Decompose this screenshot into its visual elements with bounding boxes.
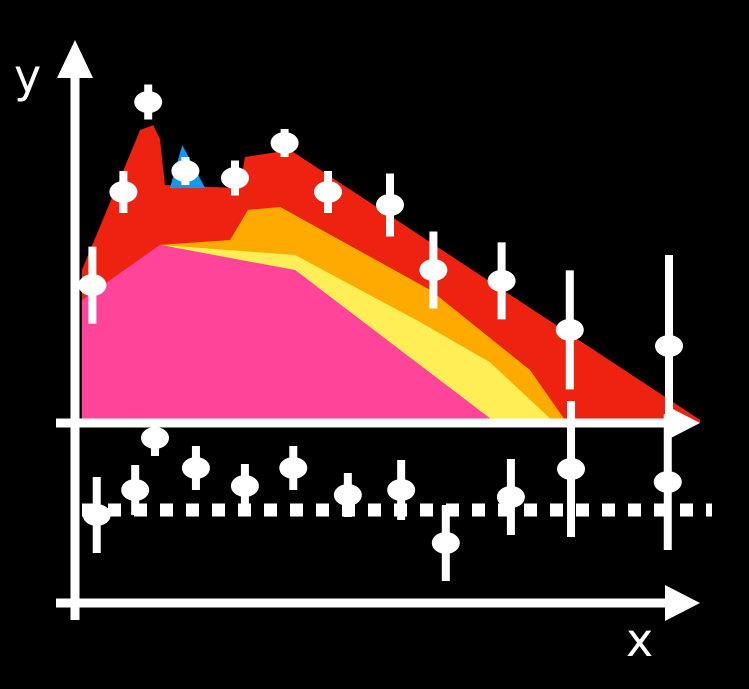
- marker: [121, 479, 150, 501]
- marker: [141, 427, 170, 449]
- area-layer-3: [81, 244, 490, 423]
- data-point: [376, 173, 404, 237]
- marker: [376, 193, 404, 216]
- marker: [487, 269, 516, 292]
- marker: [557, 458, 586, 480]
- ratio-point: [141, 420, 170, 456]
- y-axis-arrow: [57, 40, 93, 78]
- marker: [496, 486, 525, 508]
- ratio-point: [82, 477, 111, 553]
- data-points: [78, 84, 683, 437]
- ratio-point: [557, 401, 586, 537]
- x-axis-ratio-arrow: [665, 585, 700, 621]
- x-axis-label: x: [626, 613, 653, 667]
- y-axis-label: y: [14, 49, 41, 103]
- ratio-point: [181, 446, 210, 490]
- x-axis-main-arrow: [665, 405, 700, 441]
- marker: [171, 160, 200, 182]
- marker: [555, 318, 584, 341]
- ratio-point: [230, 464, 259, 508]
- data-point: [270, 129, 299, 157]
- marker: [230, 475, 259, 497]
- data-point: [171, 157, 200, 185]
- marker: [270, 132, 299, 154]
- data-point: [314, 171, 342, 213]
- data-point: [134, 84, 163, 120]
- data-point: [419, 231, 448, 309]
- marker: [82, 504, 111, 526]
- ratio-point: [431, 505, 460, 581]
- marker: [655, 335, 683, 357]
- marker: [653, 471, 682, 493]
- ratio-points: [82, 401, 682, 581]
- ratio-point: [387, 460, 416, 520]
- marker: [431, 532, 460, 554]
- ratio-point: [496, 459, 525, 535]
- marker: [314, 181, 342, 203]
- data-point: [78, 246, 107, 324]
- data-point: [487, 242, 516, 320]
- marker: [419, 259, 448, 282]
- marker: [78, 274, 107, 297]
- ratio-point: [653, 414, 682, 550]
- data-point: [555, 270, 584, 390]
- marker: [279, 457, 308, 479]
- ratio-point: [121, 465, 150, 515]
- marker: [109, 181, 138, 203]
- marker: [333, 484, 362, 506]
- marker: [134, 91, 163, 114]
- data-point: [109, 171, 138, 213]
- data-point: [221, 160, 249, 196]
- data-point: [655, 255, 683, 437]
- marker: [387, 479, 416, 501]
- stacked-areas: [81, 125, 701, 424]
- ratio-point: [279, 446, 308, 490]
- marker: [181, 457, 210, 479]
- ratio-point: [333, 473, 362, 517]
- marker: [221, 167, 249, 189]
